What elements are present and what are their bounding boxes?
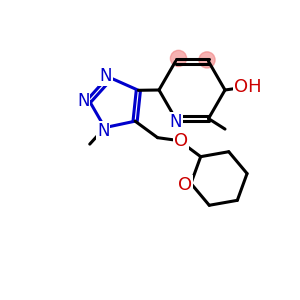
Text: O: O xyxy=(174,132,188,150)
Text: N: N xyxy=(99,67,112,85)
Text: O: O xyxy=(178,176,192,194)
Text: N: N xyxy=(97,122,110,140)
Text: OH: OH xyxy=(234,78,261,96)
Circle shape xyxy=(199,52,215,68)
Circle shape xyxy=(170,50,187,67)
Text: N: N xyxy=(169,112,182,130)
Text: N: N xyxy=(77,92,89,110)
